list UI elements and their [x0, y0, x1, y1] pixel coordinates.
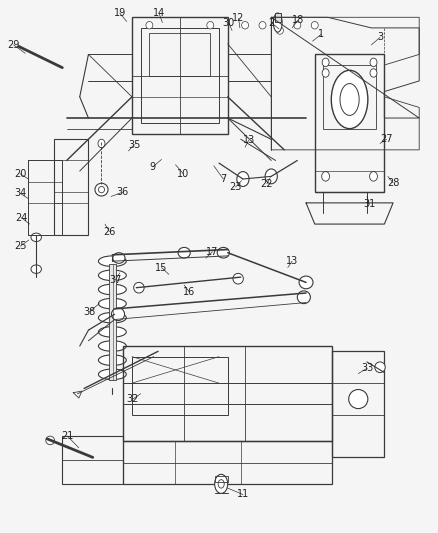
Ellipse shape [370, 172, 378, 181]
Ellipse shape [99, 298, 126, 309]
Ellipse shape [322, 58, 329, 67]
Bar [53, 139, 88, 235]
Text: 10: 10 [177, 169, 190, 179]
Bar [132, 357, 228, 415]
Ellipse shape [273, 13, 282, 32]
Bar [215, 476, 228, 482]
Text: 19: 19 [113, 8, 126, 18]
Text: 13: 13 [286, 256, 298, 266]
Text: 35: 35 [128, 140, 140, 150]
Text: 18: 18 [292, 15, 304, 25]
Ellipse shape [99, 312, 126, 323]
Ellipse shape [217, 247, 230, 258]
Ellipse shape [218, 480, 224, 488]
Ellipse shape [112, 308, 124, 320]
Text: 1: 1 [318, 29, 325, 39]
Text: 16: 16 [183, 287, 195, 297]
Text: 37: 37 [109, 274, 122, 285]
Ellipse shape [331, 70, 368, 128]
Text: 24: 24 [15, 213, 28, 223]
Ellipse shape [294, 21, 301, 29]
Ellipse shape [178, 247, 190, 258]
Text: 23: 23 [230, 182, 242, 192]
Ellipse shape [242, 21, 249, 29]
Text: 36: 36 [116, 187, 128, 197]
Ellipse shape [299, 276, 313, 289]
Ellipse shape [370, 58, 377, 67]
Ellipse shape [99, 327, 126, 337]
Ellipse shape [98, 139, 105, 148]
Text: 13: 13 [243, 135, 255, 146]
Text: 30: 30 [223, 18, 235, 28]
Ellipse shape [237, 172, 249, 187]
Ellipse shape [95, 183, 108, 196]
Ellipse shape [322, 172, 329, 181]
Text: 22: 22 [261, 179, 273, 189]
Ellipse shape [375, 362, 385, 373]
Ellipse shape [322, 69, 329, 77]
Bar [149, 33, 210, 76]
Ellipse shape [265, 169, 277, 184]
Bar [141, 28, 219, 123]
Text: 32: 32 [127, 394, 139, 404]
Bar [275, 13, 281, 21]
Ellipse shape [370, 69, 377, 77]
Text: 38: 38 [83, 306, 95, 317]
Text: 31: 31 [363, 199, 375, 209]
Text: 25: 25 [14, 241, 26, 252]
Text: 12: 12 [233, 13, 245, 23]
Text: 3: 3 [377, 33, 383, 43]
Ellipse shape [349, 390, 368, 409]
Text: 28: 28 [387, 177, 399, 188]
Ellipse shape [340, 84, 359, 115]
Ellipse shape [311, 21, 318, 29]
Ellipse shape [113, 253, 125, 263]
Bar [123, 346, 332, 441]
Ellipse shape [276, 27, 283, 34]
Text: 14: 14 [153, 8, 165, 18]
Text: 33: 33 [361, 364, 373, 373]
Text: 27: 27 [380, 134, 393, 144]
Text: 9: 9 [150, 162, 156, 172]
Ellipse shape [215, 474, 228, 494]
Text: 15: 15 [155, 263, 168, 272]
Ellipse shape [99, 369, 126, 379]
Bar [132, 17, 228, 134]
Bar [315, 54, 385, 192]
Ellipse shape [46, 436, 54, 445]
Bar [110, 264, 116, 381]
Text: 20: 20 [14, 169, 26, 179]
Text: 26: 26 [103, 227, 116, 237]
Ellipse shape [233, 273, 244, 284]
Text: 17: 17 [206, 247, 219, 257]
Ellipse shape [99, 341, 126, 351]
Ellipse shape [297, 291, 311, 304]
Ellipse shape [31, 233, 42, 241]
Ellipse shape [99, 355, 126, 366]
Text: 2: 2 [268, 18, 274, 28]
Text: 11: 11 [237, 489, 249, 499]
Text: 21: 21 [61, 431, 74, 441]
Ellipse shape [146, 21, 153, 29]
Ellipse shape [99, 256, 126, 266]
Bar [62, 436, 123, 484]
Bar [123, 441, 332, 484]
Bar [323, 65, 376, 128]
Text: 29: 29 [7, 40, 20, 50]
Bar [332, 351, 385, 457]
Ellipse shape [99, 270, 126, 281]
Ellipse shape [99, 284, 126, 295]
Ellipse shape [259, 21, 266, 29]
Ellipse shape [134, 282, 144, 293]
Ellipse shape [207, 21, 214, 29]
Text: 34: 34 [14, 188, 26, 198]
Ellipse shape [99, 187, 105, 193]
Text: 7: 7 [220, 174, 226, 184]
Ellipse shape [31, 265, 42, 273]
